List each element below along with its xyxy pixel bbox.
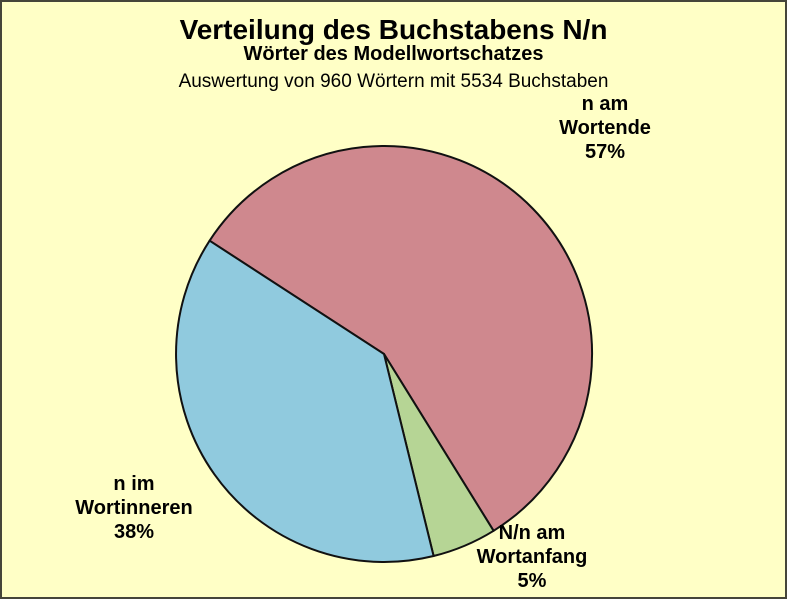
pie-label-wortende: n am Wortende 57% [559, 93, 651, 163]
pie-label-wortinneren: n im Wortinneren 38% [75, 473, 193, 543]
pie-slice-wortinneren [175, 239, 435, 563]
chart-subtitle: Wörter des Modellwortschatzes [243, 43, 544, 65]
chart-title: Verteilung des Buchstabens N/n [179, 14, 608, 45]
chart-caption: Auswertung von 960 Wörtern mit 5534 Buch… [178, 71, 609, 92]
pie-label-wortanfang: N/n am Wortanfang 5% [476, 522, 588, 592]
pie-slice-wortende [208, 145, 593, 532]
